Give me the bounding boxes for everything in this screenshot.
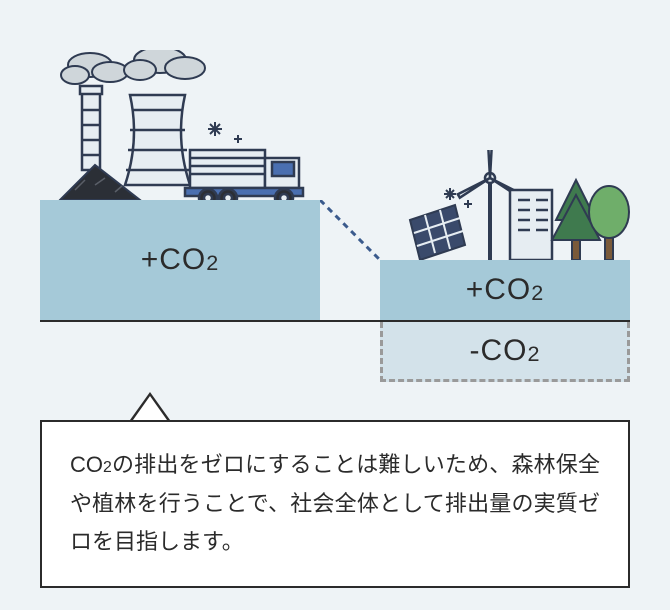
- label-sub: 2: [206, 250, 219, 275]
- minus-co2: -CO2: [469, 334, 540, 368]
- speech-text-sub: 2: [103, 459, 112, 476]
- emission-block-right: +CO2: [380, 260, 630, 320]
- speech-text-box: CO2の排出をゼロにすることは難しいため、森林保全や植林を行うことで、社会全体と…: [40, 420, 630, 588]
- label-sub: 2: [527, 341, 540, 366]
- label-sub: 2: [531, 280, 544, 305]
- green-scene-illustration: [380, 150, 630, 260]
- speech-text-pre: CO: [70, 452, 103, 477]
- emission-block-left: +CO2: [40, 200, 320, 320]
- offset-block: -CO2: [380, 322, 630, 382]
- plus-co2-right: +CO2: [466, 273, 545, 307]
- label-text: +CO: [141, 243, 207, 276]
- diagram-stage: +CO2: [40, 30, 630, 400]
- plus-co2-left: +CO2: [141, 243, 220, 277]
- label-text: -CO: [469, 334, 527, 367]
- speech-text-post: の排出をゼロにすることは難しいため、森林保全や植林を行うことで、社会全体として排…: [70, 452, 600, 554]
- factory-illustration: [40, 50, 320, 200]
- speech-bubble: CO2の排出をゼロにすることは難しいため、森林保全や植林を行うことで、社会全体と…: [40, 420, 630, 588]
- label-text: +CO: [466, 273, 532, 306]
